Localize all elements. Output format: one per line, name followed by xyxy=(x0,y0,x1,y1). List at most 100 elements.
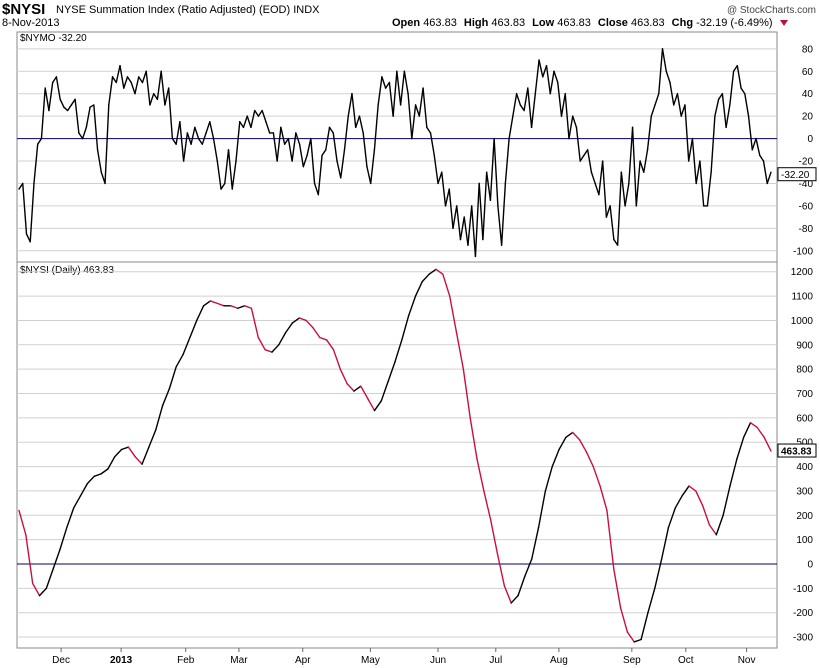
nysi-tick-label: 200 xyxy=(796,511,813,522)
nysi-line-segment xyxy=(688,485,697,492)
nymo-line-segment xyxy=(759,154,765,162)
nymo-line-segment xyxy=(164,87,170,106)
nysi-line-segment xyxy=(250,307,259,339)
nysi-line-segment xyxy=(209,300,218,305)
nysi-line-segment xyxy=(18,509,27,536)
nymo-line-segment xyxy=(497,205,503,246)
nymo-line-segment xyxy=(111,76,117,84)
nysi-line-segment xyxy=(346,383,355,392)
nysi-line-segment xyxy=(230,305,239,309)
nysi-last-value-box xyxy=(777,443,817,458)
nysi-tick-label: 700 xyxy=(796,389,813,400)
nymo-line-segment xyxy=(403,70,409,95)
nysi-line-segment xyxy=(435,268,444,275)
nysi-line-segment xyxy=(421,273,430,283)
nymo-line-segment xyxy=(601,160,608,218)
nysi-line-segment xyxy=(168,366,177,390)
nysi-line-segment xyxy=(749,422,759,429)
nysi-line-segment xyxy=(373,400,383,412)
nymo-line-segment xyxy=(744,93,750,117)
nymo-line-segment xyxy=(313,182,320,196)
nymo-line-segment xyxy=(149,93,155,106)
nysi-tick-label: 0 xyxy=(807,559,813,570)
nysi-line-segment xyxy=(462,368,471,419)
x-tick-label: 2013 xyxy=(110,655,133,666)
nymo-line-segment xyxy=(369,149,376,185)
nysi-line-segment xyxy=(305,319,314,329)
nymo-line-segment xyxy=(85,106,91,129)
nymo-line-segment xyxy=(572,115,578,129)
nymo-line-segment xyxy=(123,76,129,89)
nymo-line-segment xyxy=(650,104,656,117)
nymo-tick-label: 80 xyxy=(802,44,814,55)
chart-header: $NYSI NYSE Summation Index (Ratio Adjust… xyxy=(0,0,820,32)
x-tick-label: Jun xyxy=(430,655,446,666)
nymo-line-segment xyxy=(355,115,361,129)
nymo-tick-label: -100 xyxy=(793,246,813,257)
down-arrow-icon xyxy=(779,20,788,27)
nysi-line-segment xyxy=(496,553,506,587)
x-tick-label: Jul xyxy=(489,655,502,666)
nymo-panel: $NYMO -32.20 80 60 40 20 0 -20 -40 -60 -80 -100 -3… xyxy=(16,31,817,263)
nysi-line-segment xyxy=(578,439,588,453)
nymo-line-segment xyxy=(523,87,529,112)
nymo-line-segment xyxy=(340,149,346,179)
nymo-line-segment xyxy=(519,104,525,112)
nysi-line-segment xyxy=(599,485,608,512)
exchange-text: INDX xyxy=(293,4,320,16)
nymo-line-segment xyxy=(347,93,353,117)
nymo-line-segment xyxy=(44,87,50,112)
nymo-line-segment xyxy=(646,115,652,151)
nymo-line-segment xyxy=(489,137,495,201)
nymo-line-segment xyxy=(231,160,237,190)
nymo-line-segment xyxy=(302,154,308,168)
nysi-line-segment xyxy=(490,519,499,555)
nysi-line-segment xyxy=(544,465,553,492)
nymo-line-segment xyxy=(246,115,252,129)
nymo-line-segment xyxy=(119,64,125,89)
nymo-line-segment xyxy=(40,87,46,140)
nymo-line-segment xyxy=(276,126,282,162)
open-label: Open xyxy=(392,17,421,29)
nysi-line-segment xyxy=(640,611,649,641)
nysi-line-segment xyxy=(114,448,123,458)
nymo-line-segment xyxy=(456,205,462,241)
nysi-tick-label: 1200 xyxy=(791,267,814,278)
nymo-line-segment xyxy=(684,104,690,162)
nysi-line-segment xyxy=(715,514,724,536)
nysi-tick-label: 900 xyxy=(796,340,813,351)
nymo-line-segment xyxy=(448,188,454,230)
nymo-line-segment xyxy=(205,121,211,134)
nymo-line-segment xyxy=(74,98,80,134)
nymo-line-segment xyxy=(156,70,162,101)
nymo-line-segment xyxy=(321,149,327,157)
nymo-line-segment xyxy=(317,154,323,196)
nymo-line-segment xyxy=(66,104,73,112)
watermark: @ StockCharts.com xyxy=(726,5,816,16)
nymo-line-segment xyxy=(96,149,103,173)
nymo-line-segment xyxy=(186,132,192,145)
nysi-line-segment xyxy=(613,568,622,609)
nymo-line-segment xyxy=(310,137,316,185)
nymo-line-segment xyxy=(351,93,357,129)
nymo-line-segment xyxy=(654,93,660,106)
nymo-line-segment xyxy=(482,171,488,241)
nysi-line-segment xyxy=(93,473,102,478)
nysi-line-segment xyxy=(189,319,198,339)
nymo-line-segment xyxy=(710,115,716,173)
nymo-frame xyxy=(16,31,778,263)
nysi-line-segment xyxy=(660,526,670,560)
nymo-line-segment xyxy=(500,182,507,246)
nymo-line-segment xyxy=(108,76,114,106)
nysi-line-segment xyxy=(278,331,287,346)
nymo-line-segment xyxy=(362,132,368,168)
nysi-tick-label: 800 xyxy=(796,365,813,376)
nysi-line-segment xyxy=(647,587,656,614)
nymo-line-segment xyxy=(396,70,402,106)
nysi-line-segment xyxy=(243,305,253,309)
nysi-tick-label: -300 xyxy=(793,633,813,644)
nymo-line-segment xyxy=(373,104,379,151)
nysi-line-segment xyxy=(387,361,396,383)
nymo-line-segment xyxy=(586,149,593,173)
nysi-line-segment xyxy=(353,385,362,392)
